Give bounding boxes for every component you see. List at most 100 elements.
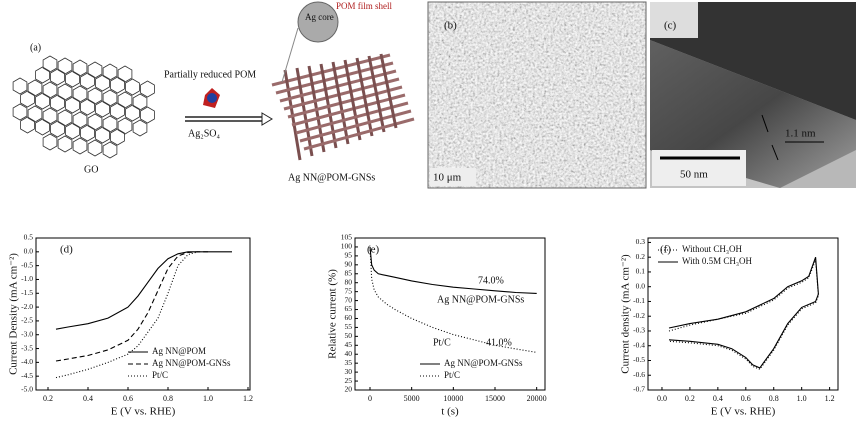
panel-label: (f) [660,244,671,256]
hexagon [12,77,28,95]
hexagon [132,119,148,137]
y-tick-label: 85 [345,268,353,277]
y-tick-label: 35 [345,358,353,367]
y-tick-label: -1.5 [21,288,33,297]
hexagon [35,66,50,84]
y-tick-label: -3.0 [21,329,33,338]
y-tick-label: 45 [345,340,353,349]
x-tick-label: 0.4 [713,394,723,403]
hexagon [72,85,88,103]
x-tick-label: 0.0 [657,394,667,403]
reagent: Partially reduced POM [164,69,256,80]
hexagon [72,59,88,77]
y-tick-label: -0.5 [633,355,645,364]
hexagon [125,78,140,96]
y-tick-label: 25 [345,376,353,385]
hexagon [87,87,103,105]
scale-box [430,168,476,186]
y-tick-label: -4.0 [21,357,33,366]
hexagon [125,104,140,122]
x-tick-label: 0.4 [83,394,93,403]
start-label: GO [84,164,98,175]
hexagon [57,57,73,75]
y-tick-label: 0.3 [636,237,646,246]
legend-label: With 0.5M CH₃OH [682,256,753,266]
series-line [369,246,537,294]
core-label: Ag core [305,12,334,22]
condition: Ag₂SO₄ [188,128,220,139]
x-axis-label: E (V vs. RHE) [111,406,176,418]
mesh-strand [295,101,409,135]
panel-label: (e) [367,244,380,256]
y-axis-label: Current density (mA cm⁻²) [620,254,632,374]
x-tick-label: 1.0 [203,394,213,403]
x-tick-label: 0.2 [43,394,53,403]
x-tick-label: 0.6 [123,394,133,403]
y-tick-label: -2.0 [21,302,33,311]
legend-label: Ag NN@POM-GNSs [444,358,523,368]
y-axis-label: Relative current (%) [327,269,339,359]
scale-box [652,150,746,186]
hexagon [42,81,58,99]
scale-label: 50 nm [680,169,708,181]
hexagon [42,133,58,151]
mesh-strand [283,77,400,111]
hexagon [35,92,50,110]
y-tick-label: -4.5 [21,371,33,380]
hexagon [50,94,65,112]
hexagon [80,98,95,116]
y-tick-label: 40 [345,349,353,358]
annotation: Pt/C [433,337,451,348]
hexagon [95,126,110,144]
panel-label: (d) [60,244,73,256]
hexagon [42,55,58,73]
legend-label: Pt/C [152,370,168,380]
mesh-strand [331,61,350,145]
hexagon [102,115,118,133]
mesh [271,53,415,161]
graphene-sheet [12,55,155,159]
hexagon [50,68,65,86]
panel-label: (a) [30,42,41,53]
panel-label: (b) [444,20,457,32]
hexagon [95,100,110,118]
hexagon [57,135,73,153]
zoom-line [281,27,299,83]
y-tick-label: 105 [341,233,353,242]
y-tick-label: 30 [345,367,353,376]
hexagon [95,74,110,92]
legend-label: Ag NN@POM [152,346,206,356]
y-tick-label: 65 [345,304,353,313]
arrow-head [261,112,273,126]
hexagon [140,106,155,124]
x-tick-label: 1.0 [797,394,807,403]
hexagon [65,96,80,114]
scale-label: 10 μm [433,172,462,184]
tem-dark [650,2,856,120]
x-tick-label: 0 [368,394,372,403]
y-tick-label: -2.5 [21,316,33,325]
x-tick-label: 0.8 [769,394,779,403]
legend-label: Pt/C [444,370,460,380]
hexagon [27,79,43,97]
y-tick-label: -0.7 [633,385,645,394]
y-tick-label: 95 [345,251,353,260]
x-tick-label: 1.2 [825,394,835,403]
annotation: 74.0% [478,275,504,286]
mesh-strand [287,85,403,119]
hexagon [72,137,88,155]
y-tick-label: -0.1 [633,296,645,305]
y-tick-label: 0.0 [24,247,34,256]
x-tick-label: 5000 [404,394,420,403]
hexagon [20,116,35,134]
y-tick-label: 20 [345,385,353,394]
mesh-strand [367,55,386,133]
y-tick-label: 0.0 [636,281,646,290]
sem-image [428,2,646,188]
series-line [55,251,232,330]
hexagon [12,103,28,121]
hexagon [117,117,133,135]
y-tick-label: -3.5 [21,343,33,352]
annotation: Ag NN@POM-GNSs [437,294,524,305]
